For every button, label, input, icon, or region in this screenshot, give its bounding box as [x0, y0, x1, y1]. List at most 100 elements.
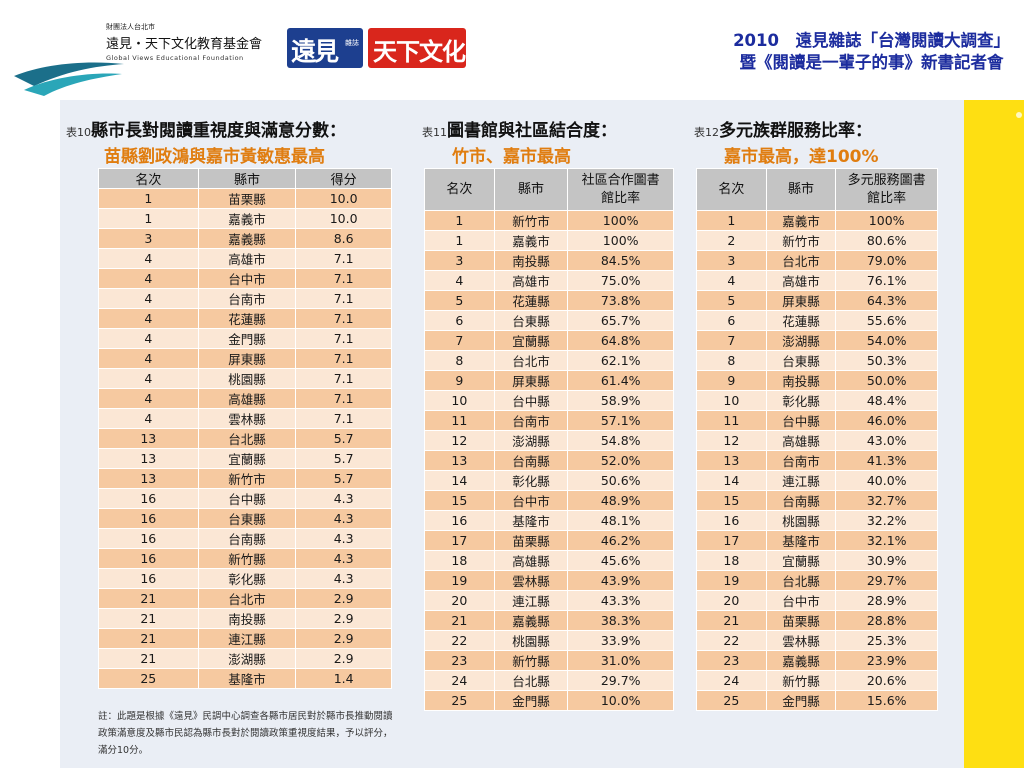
header-ratio: 多元服務圖書 館比率 — [835, 168, 938, 211]
cell-rank: 16 — [98, 528, 199, 549]
cell-county: 南投縣 — [493, 250, 569, 271]
cell-rank: 24 — [696, 670, 767, 691]
cell-rank: 1 — [696, 210, 767, 231]
cell-rank: 8 — [424, 350, 495, 371]
cell-rank: 17 — [424, 530, 495, 551]
header-county: 縣市 — [493, 168, 569, 211]
cell-rank: 10 — [424, 390, 495, 411]
header-county: 縣市 — [197, 168, 297, 189]
foundation-name: 遠見・天下文化教育基金會 — [106, 37, 263, 52]
cell-county: 金門縣 — [197, 328, 297, 349]
cell-county: 台南縣 — [493, 450, 569, 471]
cell-rank: 2 — [696, 230, 767, 251]
cell-county: 雲林縣 — [765, 630, 837, 651]
table-row: 4 花蓮縣 7.1 — [98, 308, 392, 329]
cell-value: 23.9% — [835, 650, 938, 671]
table11-subtitle: 竹市、嘉市最高 — [452, 147, 571, 167]
table-row: 2 新竹市 80.6% — [696, 230, 938, 251]
global-views-logo: 遠見 雜誌 — [287, 28, 363, 68]
cell-rank: 16 — [98, 568, 199, 589]
cell-county: 台中市 — [765, 590, 837, 611]
cell-county: 花蓮縣 — [765, 310, 837, 331]
cell-county: 新竹縣 — [493, 650, 569, 671]
global-views-logo-text: 遠見 — [291, 37, 339, 66]
cell-rank: 3 — [696, 250, 767, 271]
foundation-prefix: 財團法人台北市 — [106, 23, 155, 31]
cell-county: 宜蘭縣 — [197, 448, 297, 469]
cell-value: 40.0% — [835, 470, 938, 491]
table-row: 3 南投縣 84.5% — [424, 250, 674, 271]
header-rank: 名次 — [424, 168, 495, 211]
table-row: 14 彰化縣 50.6% — [424, 470, 674, 491]
table-row: 15 台南縣 32.7% — [696, 490, 938, 511]
cell-rank: 16 — [98, 488, 199, 509]
table-row: 4 台南市 7.1 — [98, 288, 392, 309]
table-row: 4 高雄市 76.1% — [696, 270, 938, 291]
cell-value: 4.3 — [295, 548, 392, 569]
cell-county: 花蓮縣 — [197, 308, 297, 329]
cell-value: 80.6% — [835, 230, 938, 251]
cell-rank: 25 — [98, 668, 199, 689]
cell-rank: 14 — [696, 470, 767, 491]
cell-county: 台南縣 — [765, 490, 837, 511]
table12-caption: 表12多元族群服務比率： — [694, 116, 872, 141]
cell-county: 高雄市 — [197, 248, 297, 269]
cell-county: 連江縣 — [493, 590, 569, 611]
cell-rank: 3 — [424, 250, 495, 271]
table-row: 14 連江縣 40.0% — [696, 470, 938, 491]
cell-rank: 4 — [98, 388, 199, 409]
cell-rank: 25 — [424, 690, 495, 711]
cell-value: 30.9% — [835, 550, 938, 571]
cell-county: 花蓮縣 — [493, 290, 569, 311]
cell-county: 宜蘭縣 — [493, 330, 569, 351]
cell-value: 2.9 — [295, 648, 392, 669]
cell-value: 64.3% — [835, 290, 938, 311]
cell-rank: 1 — [98, 208, 199, 229]
cell-county: 台中縣 — [493, 390, 569, 411]
cell-rank: 4 — [424, 270, 495, 291]
table-row: 8 台北市 62.1% — [424, 350, 674, 371]
cell-value: 32.2% — [835, 510, 938, 531]
cell-county: 嘉義縣 — [493, 610, 569, 631]
cell-county: 台中縣 — [197, 488, 297, 509]
table10-title: 縣市長對閱讀重視度與滿意分數： — [91, 121, 346, 141]
table-header-row: 名次 縣市 社區合作圖書 館比率 — [424, 168, 674, 211]
table-row: 18 宜蘭縣 30.9% — [696, 550, 938, 571]
foundation-logo: 財團法人台北市 遠見・天下文化教育基金會 Global Views Educat… — [106, 22, 262, 62]
table-row: 10 台中縣 58.9% — [424, 390, 674, 411]
table-row: 13 台南縣 52.0% — [424, 450, 674, 471]
cell-rank: 9 — [696, 370, 767, 391]
cell-county: 台北縣 — [765, 570, 837, 591]
cell-rank: 18 — [696, 550, 767, 571]
cell-county: 新竹市 — [493, 210, 569, 231]
table10-subtitle: 苗縣劉政鴻與嘉市黃敏惠最高 — [104, 147, 325, 167]
table-row: 10 彰化縣 48.4% — [696, 390, 938, 411]
cell-value: 41.3% — [835, 450, 938, 471]
header-rank: 名次 — [696, 168, 767, 211]
table10-caption: 表10縣市長對閱讀重視度與滿意分數： — [66, 116, 346, 141]
table10-footnote: 註：此題是根據《遠見》民調中心調查各縣市居民對於縣市長推動閱讀政策滿意度及縣市民… — [98, 711, 393, 756]
slide-title: 2010 遠見雜誌「台灣閱讀大調查」 暨《閱讀是一輩子的事》新書記者會 — [733, 30, 1010, 74]
cell-county: 高雄市 — [765, 270, 837, 291]
cell-county: 基隆市 — [197, 668, 297, 689]
cell-value: 100% — [835, 210, 938, 231]
cell-value: 65.7% — [567, 310, 674, 331]
table-row: 16 桃園縣 32.2% — [696, 510, 938, 531]
cell-value: 7.1 — [295, 328, 392, 349]
cell-rank: 11 — [696, 410, 767, 431]
table-row: 13 新竹市 5.7 — [98, 468, 392, 489]
cell-value: 100% — [567, 210, 674, 231]
cell-value: 1.4 — [295, 668, 392, 689]
table12-title: 多元族群服務比率： — [719, 121, 872, 141]
cell-rank: 17 — [696, 530, 767, 551]
cell-value: 4.3 — [295, 528, 392, 549]
table-row: 25 金門縣 10.0% — [424, 690, 674, 711]
cell-county: 嘉義市 — [493, 230, 569, 251]
cell-rank: 23 — [424, 650, 495, 671]
cell-value: 50.3% — [835, 350, 938, 371]
cell-county: 高雄市 — [493, 270, 569, 291]
cell-value: 33.9% — [567, 630, 674, 651]
header-score: 得分 — [295, 168, 392, 189]
cell-rank: 10 — [696, 390, 767, 411]
cell-county: 桃園縣 — [493, 630, 569, 651]
